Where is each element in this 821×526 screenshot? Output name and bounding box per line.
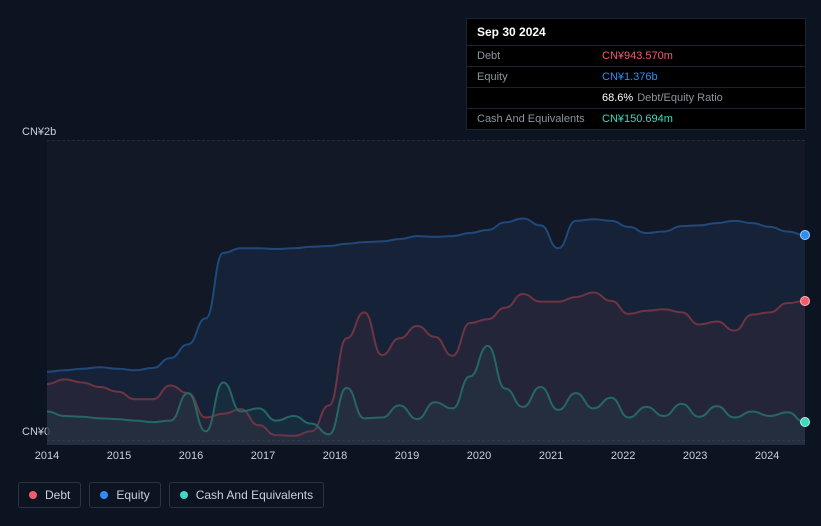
legend-label: Debt [45,488,70,502]
tooltip-row: EquityCN¥1.376b [467,66,805,87]
tooltip-row-label [477,92,602,104]
legend-dot [29,491,37,499]
xaxis-tick: 2021 [539,450,563,462]
tooltip-row-value: CN¥943.570m [602,50,673,62]
xaxis-tick: 2017 [251,450,275,462]
xaxis-tick: 2022 [611,450,635,462]
xaxis-tick: 2014 [35,450,59,462]
series-end-dot [800,296,810,306]
xaxis-tick: 2015 [107,450,131,462]
yaxis-bottom-label: CN¥0 [22,426,50,438]
xaxis-tick: 2024 [755,450,779,462]
legend-label: Equity [116,488,149,502]
tooltip-row-suffix: Debt/Equity Ratio [637,92,723,104]
chart-background [47,140,805,445]
legend-item-equity[interactable]: Equity [89,482,160,508]
series-end-dot [800,417,810,427]
series-end-dot [800,230,810,240]
legend-item-debt[interactable]: Debt [18,482,81,508]
legend-dot [180,491,188,499]
xaxis-tick: 2019 [395,450,419,462]
xaxis-tick: 2020 [467,450,491,462]
tooltip-row-label: Cash And Equivalents [477,113,602,125]
xaxis-tick: 2023 [683,450,707,462]
legend-dot [100,491,108,499]
chart-area[interactable] [47,140,805,445]
tooltip-row-value: 68.6% [602,92,633,104]
legend-label: Cash And Equivalents [196,488,313,502]
tooltip-row-label: Equity [477,71,602,83]
tooltip-row-label: Debt [477,50,602,62]
legend-item-cash-and-equivalents[interactable]: Cash And Equivalents [169,482,324,508]
yaxis-top-label: CN¥2b [22,126,56,138]
tooltip-row: Cash And EquivalentsCN¥150.694m [467,108,805,129]
xaxis-tick: 2018 [323,450,347,462]
chart-tooltip: Sep 30 2024 DebtCN¥943.570mEquityCN¥1.37… [466,18,806,130]
legend: Debt Equity Cash And Equivalents [18,482,324,508]
tooltip-row: DebtCN¥943.570m [467,45,805,66]
xaxis-tick: 2016 [179,450,203,462]
tooltip-date: Sep 30 2024 [467,19,805,45]
tooltip-row-value: CN¥1.376b [602,71,658,83]
tooltip-row: 68.6% Debt/Equity Ratio [467,87,805,108]
tooltip-row-value: CN¥150.694m [602,113,673,125]
